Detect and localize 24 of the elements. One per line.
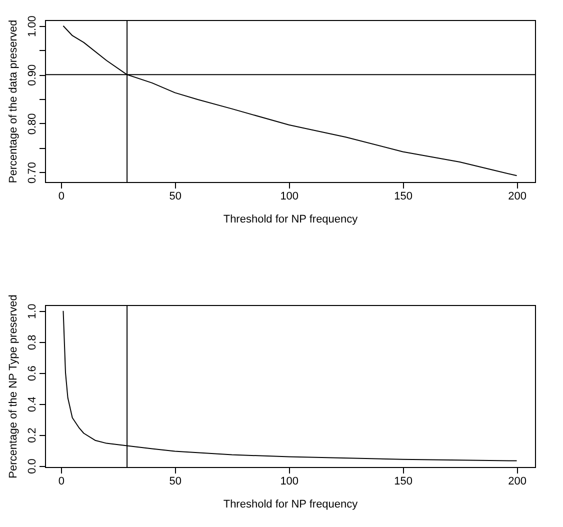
x-tick-label: 100 bbox=[280, 190, 299, 202]
y-axis-title: Percentage of the data preserved bbox=[8, 20, 20, 184]
y-tick-label: 0.90 bbox=[26, 64, 38, 86]
y-tick-label: 1.0 bbox=[26, 304, 38, 320]
x-axis-title: Threshold for NP frequency bbox=[223, 214, 358, 226]
y-tick-label: 0.2 bbox=[26, 428, 38, 443]
x-tick-label: 50 bbox=[169, 190, 182, 202]
y-axis-title: Percentage of the NP Type preserved bbox=[8, 294, 20, 478]
x-tick-label: 200 bbox=[508, 190, 526, 202]
y-tick-label: 0.6 bbox=[26, 366, 38, 381]
x-tick-label: 0 bbox=[58, 476, 65, 488]
x-tick-label: 100 bbox=[280, 476, 299, 488]
x-axis-title: Threshold for NP frequency bbox=[223, 498, 358, 510]
y-tick-label: 0.4 bbox=[26, 396, 38, 412]
x-tick-label: 150 bbox=[394, 190, 412, 202]
x-tick-label: 200 bbox=[508, 476, 526, 488]
y-tick-label: 0.70 bbox=[26, 162, 38, 184]
x-tick-label: 0 bbox=[58, 190, 65, 202]
y-tick-label: 0.8 bbox=[26, 334, 38, 350]
x-tick-label: 150 bbox=[394, 476, 412, 488]
y-tick-label: 0.0 bbox=[26, 458, 38, 474]
y-tick-label: 1.00 bbox=[26, 16, 38, 38]
x-tick-label: 50 bbox=[169, 476, 182, 488]
y-tick-label: 0.80 bbox=[26, 113, 38, 135]
